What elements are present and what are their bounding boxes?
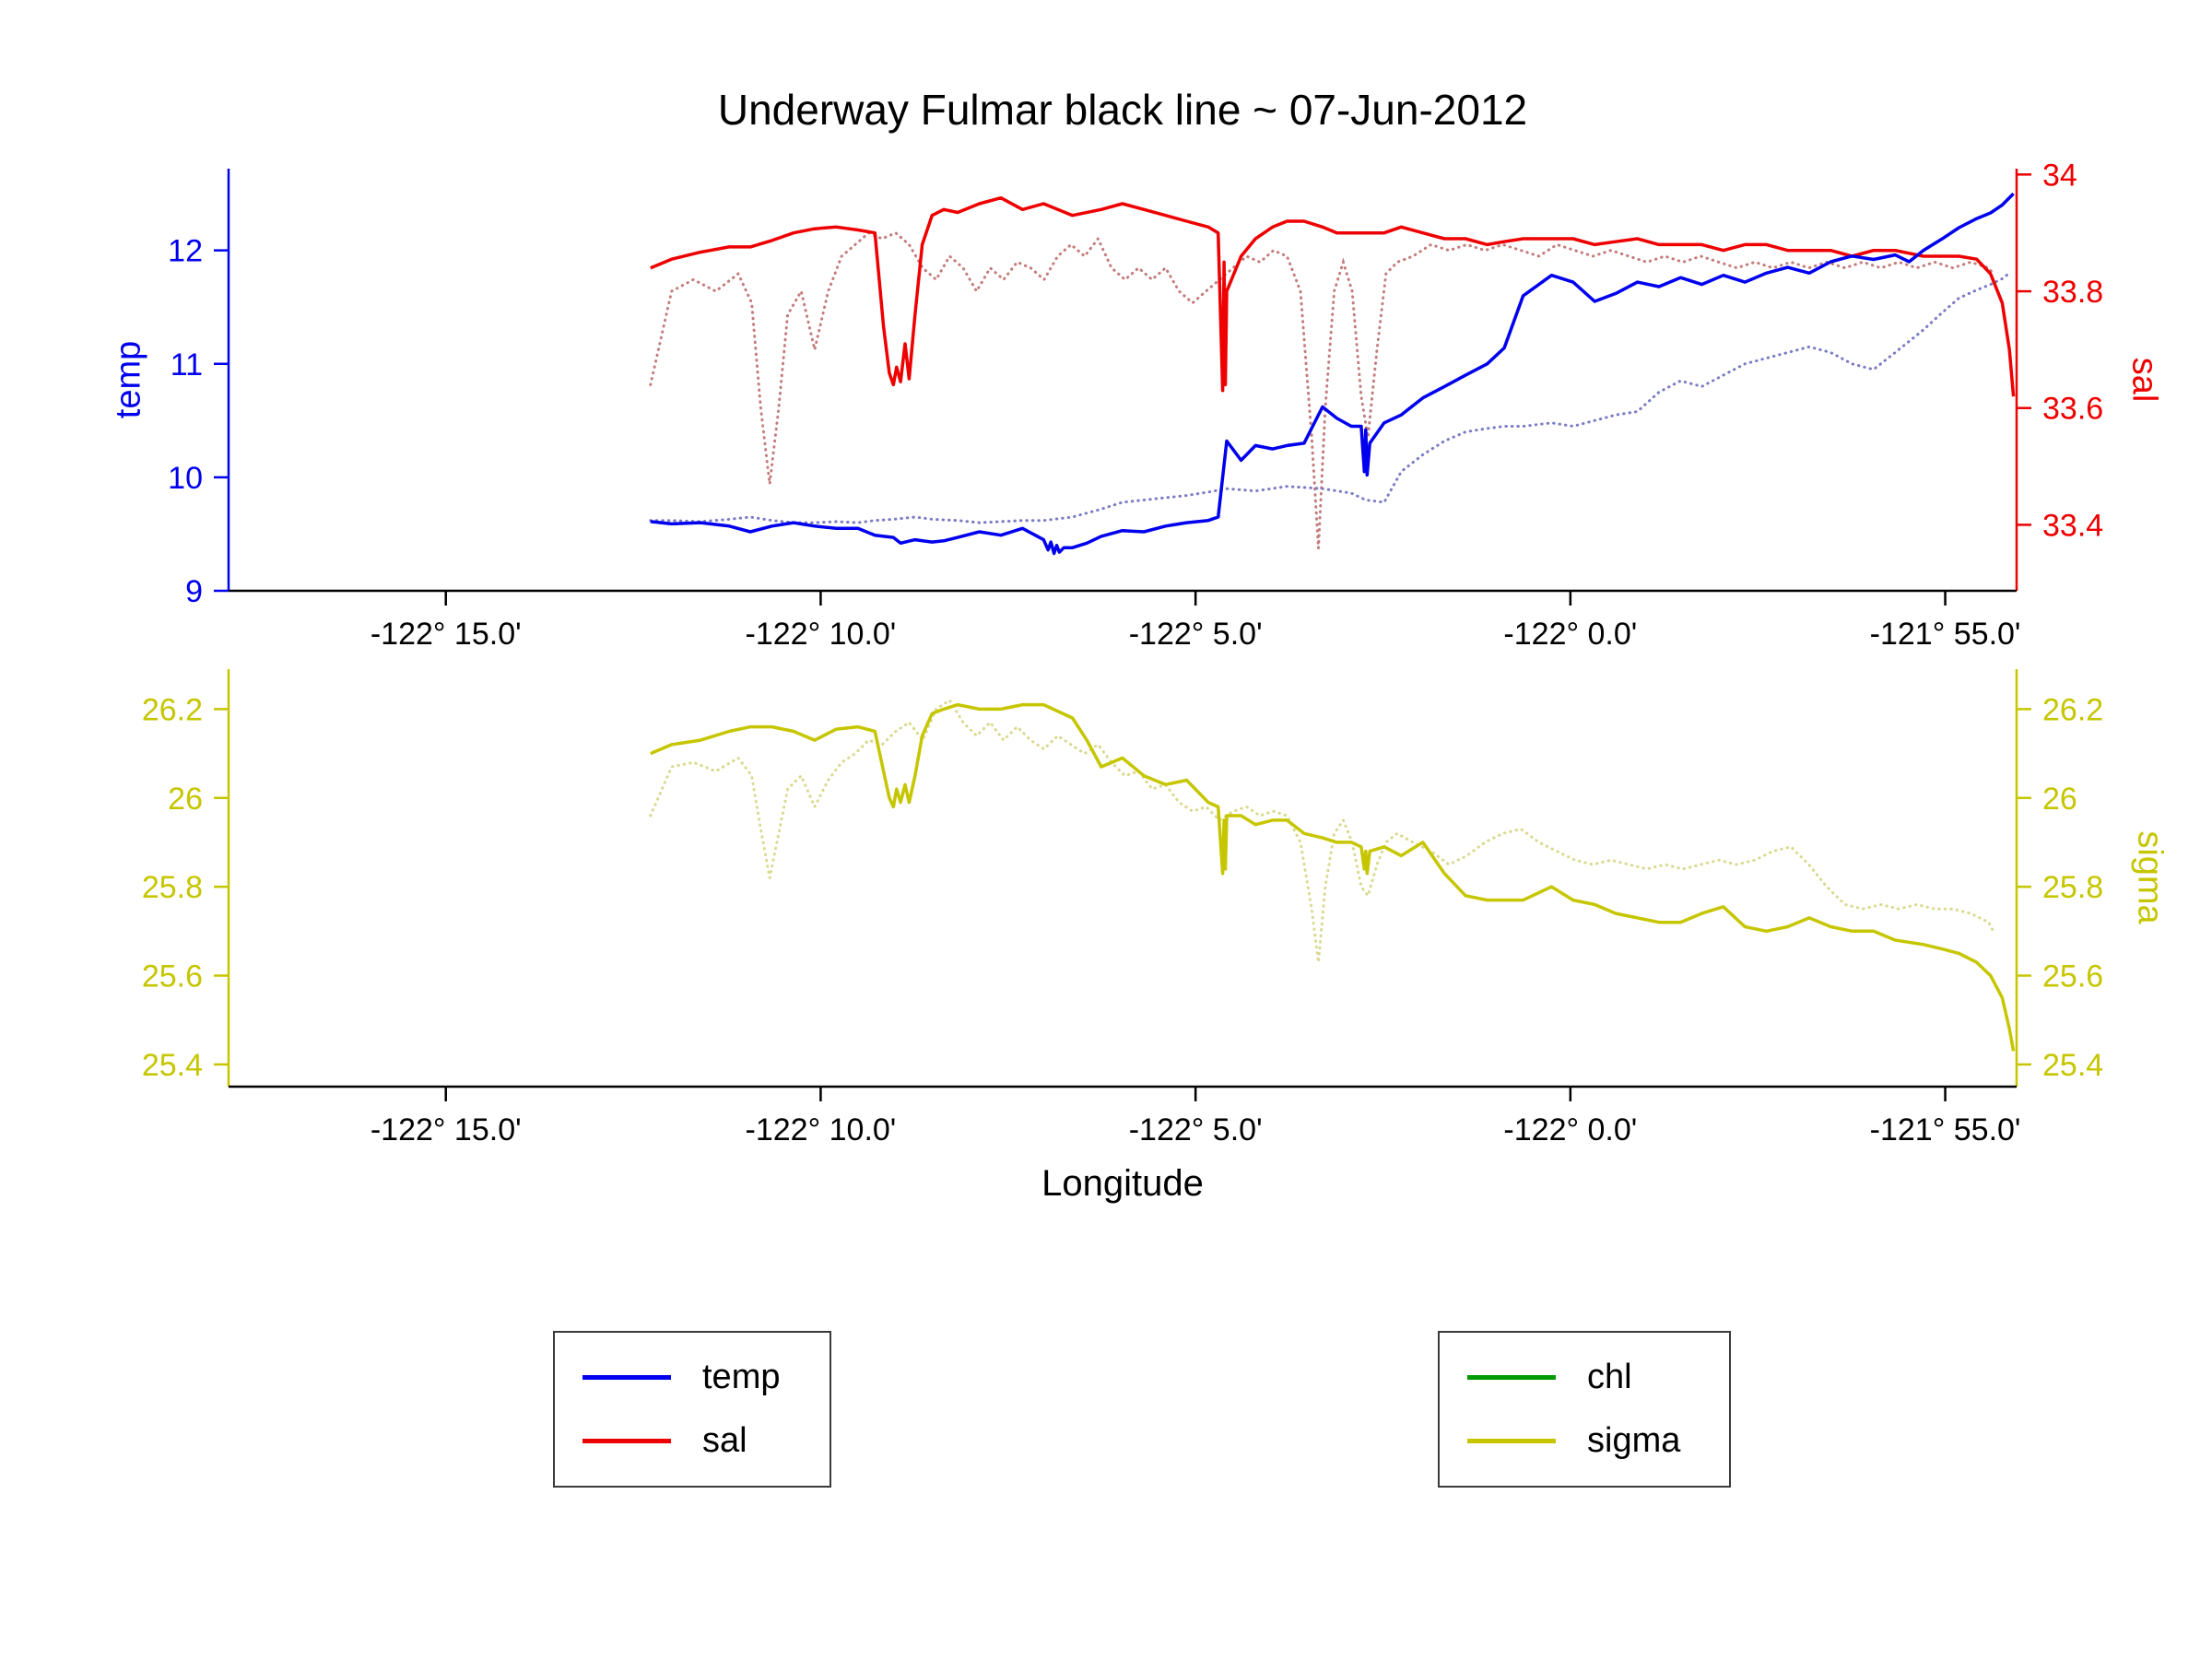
y-tick-label: 26 bbox=[168, 782, 203, 817]
y-tick-label: 33.6 bbox=[2042, 392, 2103, 427]
legend-label-chl: chl bbox=[1587, 1357, 1632, 1396]
y-tick-label: 10 bbox=[168, 461, 203, 496]
legend-item-sigma: sigma bbox=[1467, 1421, 1729, 1461]
y-tick-label: 33.4 bbox=[2042, 508, 2103, 543]
legend-label-temp: temp bbox=[702, 1357, 781, 1396]
y-tick-label: 25.4 bbox=[2042, 1048, 2103, 1083]
y-tick-label: 26.2 bbox=[2042, 692, 2103, 727]
legend-label-sigma: sigma bbox=[1587, 1421, 1681, 1461]
sigma-line-sample bbox=[1467, 1439, 1556, 1444]
chart-title: Underway Fulmar black line ~ 07-Jun-2012 bbox=[717, 86, 1528, 134]
legend-item-sal: sal bbox=[582, 1421, 830, 1461]
x-tick-label: -121° 55.0' bbox=[1870, 1112, 2021, 1147]
y-tick-label: 34 bbox=[2042, 158, 2077, 193]
y-tick-label: 12 bbox=[168, 234, 203, 269]
chl-line-sample bbox=[1467, 1374, 1556, 1380]
legend-temp-sal: temp sal bbox=[553, 1331, 831, 1488]
y-tick-label: 25.4 bbox=[142, 1048, 203, 1083]
y-tick-label: 9 bbox=[185, 574, 203, 609]
legend-chl-sigma: chl sigma bbox=[1438, 1331, 1731, 1488]
sal-line bbox=[650, 195, 2016, 397]
sal-dotted-line bbox=[649, 230, 1995, 548]
sal-line-sample bbox=[582, 1439, 671, 1444]
y-tick-label: 25.6 bbox=[142, 959, 203, 994]
x-tick-label: -122° 10.0' bbox=[746, 1112, 897, 1147]
x-tick-label: -122° 15.0' bbox=[371, 617, 522, 652]
legend-label-sal: sal bbox=[702, 1421, 747, 1461]
x-tick-label: -122° 10.0' bbox=[746, 617, 897, 652]
x-tick-label: -122° 0.0' bbox=[1503, 617, 1637, 652]
x-tick-label: -122° 15.0' bbox=[371, 1112, 522, 1147]
x-tick-label: -121° 55.0' bbox=[1870, 617, 2021, 652]
x-tick-label: -122° 5.0' bbox=[1129, 1112, 1263, 1147]
x-axis-label: Longitude bbox=[1041, 1163, 1204, 1204]
y-tick-label: 25.6 bbox=[2042, 959, 2103, 994]
x-tick-label: -122° 5.0' bbox=[1129, 617, 1263, 652]
bottom-chart: -122° 15.0' -122° 10.0' -122° 5.0' -122° 0.… bbox=[142, 669, 2103, 1147]
y-tick-label: 26 bbox=[2042, 782, 2077, 817]
y-tick-label: 11 bbox=[171, 347, 203, 382]
temp-line bbox=[650, 192, 2015, 556]
sigma-dotted-line bbox=[649, 698, 1995, 963]
temp-dotted-line bbox=[649, 271, 2011, 524]
y-tick-label: 33.8 bbox=[2042, 275, 2103, 310]
y-tick-label: 25.8 bbox=[142, 870, 203, 905]
x-tick-label: -122° 0.0' bbox=[1503, 1112, 1637, 1147]
sigma-line bbox=[650, 702, 2016, 1052]
legend-item-chl: chl bbox=[1467, 1358, 1729, 1397]
temp-line-sample bbox=[582, 1374, 671, 1380]
top-chart: -122° 15.0' -122° 10.0' -122° 5.0' -122° 0.… bbox=[168, 158, 2103, 652]
y-tick-label: 25.8 bbox=[2042, 870, 2103, 905]
legend-item-temp: temp bbox=[582, 1358, 830, 1397]
y-tick-label: 26.2 bbox=[142, 692, 203, 727]
